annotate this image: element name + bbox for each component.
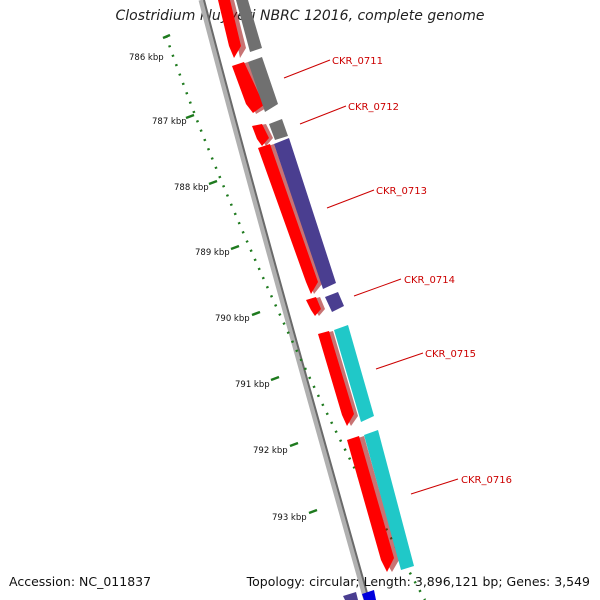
major-tick-787 [185, 113, 195, 120]
major-tick-791 [270, 375, 280, 382]
gene-label-ckr-0714: CKR_0714 [404, 275, 455, 286]
major-tick-790 [251, 310, 261, 317]
major-tick-793 [308, 508, 318, 515]
gene-feature-red [258, 144, 318, 294]
gene-feature-gray [236, 0, 262, 52]
gene-label-ckr-0713: CKR_0713 [376, 186, 427, 197]
gene-feature-red [218, 0, 241, 58]
scale-label-787: 787 kbp [152, 117, 187, 127]
backbone [198, 0, 370, 600]
scale-label-791: 791 kbp [235, 380, 270, 390]
gene-feature-red [318, 331, 354, 426]
gene-feature-red [306, 297, 321, 316]
scale-label-790: 790 kbp [215, 314, 250, 324]
gene-feature-red [232, 62, 264, 113]
label-leaders [283, 59, 459, 495]
gene-label-ckr-0716: CKR_0716 [461, 475, 512, 486]
scale-label-788: 788 kbp [174, 183, 209, 193]
gene-feature-cyan [364, 430, 414, 570]
gene-label-ckr-0711: CKR_0711 [332, 56, 383, 67]
accession-text: Accession: NC_011837 [9, 574, 152, 589]
genome-summary-text: Topology: circular; Length: 3,896,121 bp… [246, 574, 590, 589]
gene-feature-purple [325, 292, 344, 312]
scale-labels: 786 kbp 787 kbp 788 kbp 789 kbp 790 kbp … [129, 53, 307, 523]
red-strand [218, 0, 399, 572]
scale-label-792: 792 kbp [253, 446, 288, 456]
outer-strand [236, 0, 414, 600]
scale-label-789: 789 kbp [195, 248, 230, 258]
gene-label-ckr-0715: CKR_0715 [425, 349, 476, 360]
major-tick-792 [289, 441, 299, 448]
gene-feature-blue [362, 590, 376, 600]
major-tick-788 [208, 179, 218, 186]
scale-label-793: 793 kbp [272, 513, 307, 523]
gene-feature-gray [248, 57, 278, 112]
gene-feature-red [347, 436, 394, 572]
gene-feature-cyan [334, 325, 374, 422]
major-tick-786 [162, 33, 171, 40]
scale-ring [162, 33, 427, 600]
gene-feature-red [252, 124, 269, 146]
gene-feature-purple [343, 592, 358, 600]
gene-label-ckr-0712: CKR_0712 [348, 102, 399, 113]
major-tick-789 [230, 244, 240, 251]
gene-labels: CKR_0711 CKR_0712 CKR_0713 CKR_0714 CKR_… [332, 56, 512, 486]
gene-feature-gray [269, 119, 288, 140]
gene-feature-purple [274, 138, 336, 289]
scale-label-786: 786 kbp [129, 53, 164, 63]
